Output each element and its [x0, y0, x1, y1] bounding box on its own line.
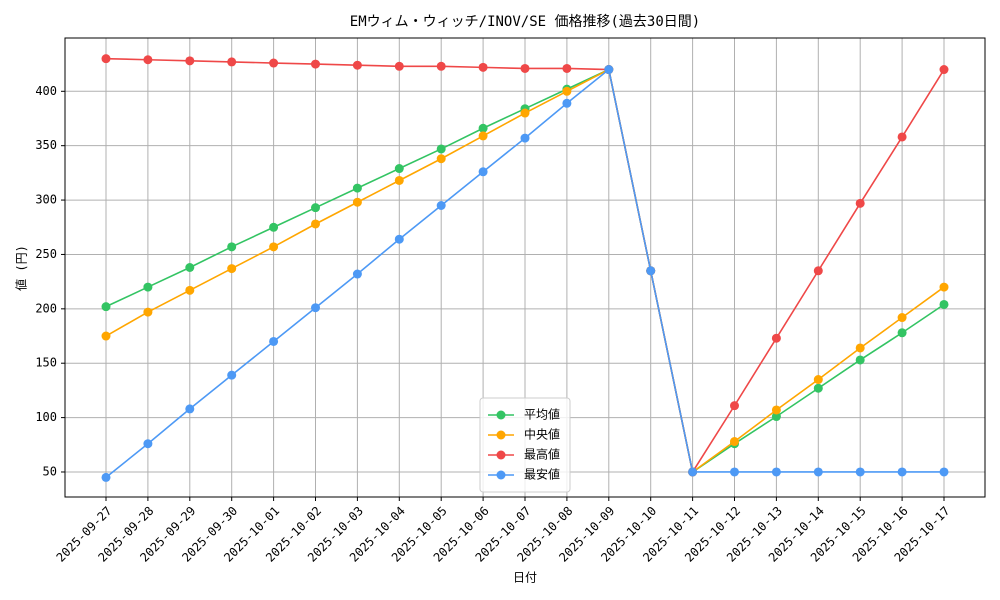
point [855, 198, 865, 208]
y-axis-label: 値 (円) [14, 245, 29, 291]
point [855, 355, 865, 365]
point [771, 405, 781, 415]
legend-label: 最高値 [524, 447, 560, 462]
point [101, 331, 111, 341]
point [352, 60, 362, 70]
point [269, 58, 279, 68]
point [436, 61, 446, 71]
point [394, 61, 404, 71]
point [730, 467, 739, 477]
point [436, 144, 446, 154]
point [478, 123, 488, 133]
point [185, 404, 195, 414]
legend-label: 平均値 [524, 407, 560, 422]
point [227, 242, 237, 252]
point [562, 86, 572, 96]
point [227, 370, 237, 380]
point [185, 285, 195, 295]
point [227, 264, 237, 274]
x-axis-label: 日付 [513, 571, 537, 585]
point [101, 472, 111, 482]
point [520, 133, 530, 143]
point [813, 266, 823, 276]
legend-label: 中央値 [524, 427, 560, 442]
point [520, 63, 530, 73]
point [771, 333, 781, 343]
point [436, 201, 446, 211]
point [311, 59, 320, 69]
point [143, 282, 153, 292]
point [311, 203, 320, 213]
legend-marker [496, 450, 506, 460]
y-tick-label: 200 [35, 301, 57, 315]
point [939, 282, 949, 292]
point [311, 219, 320, 229]
y-tick-label: 350 [35, 138, 57, 152]
legend-label: 最安値 [524, 467, 560, 482]
point [352, 183, 362, 193]
point [813, 383, 823, 393]
legend-marker [496, 470, 506, 480]
point [394, 234, 404, 244]
point [352, 197, 362, 207]
point [939, 467, 949, 477]
point [562, 98, 572, 108]
point [813, 375, 823, 385]
chart-title: EMウィム・ウィッチ/INOV/SE 価格推移(過去30日間) [350, 14, 700, 30]
point [101, 302, 111, 312]
point [855, 467, 865, 477]
y-tick-label: 400 [35, 84, 57, 98]
point [939, 299, 949, 309]
y-tick-label: 50 [43, 464, 57, 478]
point [436, 154, 446, 164]
y-tick-label: 100 [35, 410, 57, 424]
point [143, 307, 153, 317]
y-tick-label: 250 [35, 247, 57, 261]
point [646, 266, 656, 276]
point [478, 131, 488, 141]
point [143, 439, 153, 449]
point [730, 401, 739, 411]
point [352, 269, 362, 279]
point [897, 132, 907, 142]
point [688, 467, 698, 477]
point [185, 263, 195, 272]
point [269, 336, 279, 346]
legend-marker [496, 410, 506, 420]
point [855, 343, 865, 353]
point [813, 467, 823, 477]
point [478, 62, 488, 72]
point [478, 167, 488, 177]
y-tick-label: 150 [35, 356, 57, 370]
point [269, 222, 279, 232]
point [520, 108, 530, 118]
point [771, 467, 781, 477]
point [897, 313, 907, 323]
point [394, 164, 404, 174]
point [311, 303, 320, 313]
point [897, 467, 907, 477]
point [771, 412, 781, 422]
plot-frame [64, 37, 986, 498]
point [394, 175, 404, 185]
point [562, 63, 572, 73]
legend-box [479, 397, 571, 493]
point [227, 57, 237, 67]
point [185, 56, 195, 66]
point [604, 65, 614, 75]
y-tick-label: 300 [35, 193, 57, 207]
point [897, 328, 907, 338]
point [730, 437, 739, 447]
point [101, 54, 111, 64]
legend-marker [496, 430, 506, 440]
point [143, 55, 153, 65]
point [269, 242, 279, 252]
point [939, 65, 949, 75]
